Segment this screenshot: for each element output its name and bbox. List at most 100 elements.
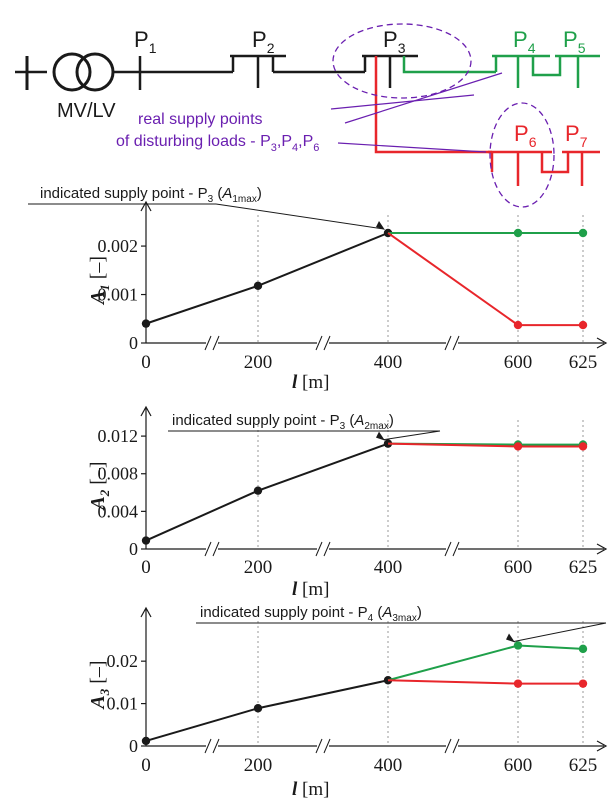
axis-break-mark bbox=[315, 738, 323, 754]
data-point bbox=[578, 320, 588, 330]
network-diagram: MV/LV P1 P2 P3 P4 P5 P6 P7 real supply p… bbox=[15, 23, 600, 208]
axis-break-mark bbox=[212, 541, 220, 557]
axis-break-gap bbox=[317, 541, 329, 557]
y-tick-label: 0 bbox=[129, 539, 138, 559]
y-tick-label: 0 bbox=[129, 333, 138, 353]
axis-break-mark bbox=[323, 738, 331, 754]
x-tick-label: 625 bbox=[569, 352, 598, 373]
x-tick-label: 625 bbox=[569, 755, 598, 776]
x-axis-arrow-icon bbox=[596, 740, 608, 752]
axis-break-mark bbox=[212, 738, 220, 754]
y-tick-label: 0.02 bbox=[107, 651, 139, 671]
y-axis-label: A2 [–] bbox=[87, 461, 112, 511]
x-tick-label: 0 bbox=[141, 755, 151, 776]
data-point bbox=[578, 679, 588, 688]
point-label-p2: P2 bbox=[252, 27, 275, 56]
annotation-text: indicated supply point - P4 (A3max) bbox=[200, 604, 422, 624]
annotation-line1: real supply points bbox=[138, 111, 263, 128]
axis-break-gap bbox=[317, 738, 329, 754]
y-axis-label: A1 [–] bbox=[87, 256, 112, 306]
annotation-leader bbox=[215, 203, 385, 230]
data-point bbox=[141, 536, 151, 545]
data-point bbox=[253, 486, 263, 495]
x-axis-label: l [m] bbox=[292, 779, 329, 800]
data-point bbox=[141, 736, 151, 746]
y-tick-label: 0.001 bbox=[98, 285, 139, 305]
axis-break-gap bbox=[206, 541, 218, 557]
x-tick-label: 0 bbox=[141, 352, 151, 373]
series-line bbox=[145, 679, 389, 742]
chart-A2: 0 0.004 0.008 0.012 0 200 400 600 625 l [m] A2 [–]… bbox=[87, 405, 608, 600]
transformer-icon bbox=[15, 52, 140, 92]
feeder-segment bbox=[402, 56, 496, 74]
x-tick-label: 400 bbox=[374, 557, 403, 578]
x-tick-label: 600 bbox=[504, 557, 533, 578]
data-point bbox=[513, 679, 523, 688]
x-tick-label: 400 bbox=[374, 352, 403, 373]
charts: 0 0.001 0.002 0 200 400 600 625 l [m] A1 [–] indic… bbox=[28, 185, 608, 800]
y-axis-label: A3 [–] bbox=[87, 660, 112, 710]
axis-break-mark bbox=[323, 541, 331, 557]
y-tick-label: 0.012 bbox=[98, 426, 139, 446]
axis-break-mark bbox=[204, 541, 212, 557]
series-line bbox=[387, 679, 583, 685]
point-label-p7: P7 bbox=[565, 121, 588, 150]
y-axis-arrow-icon bbox=[140, 405, 152, 417]
y-tick-label: 0.004 bbox=[98, 501, 139, 521]
annotation-leader bbox=[513, 622, 607, 642]
chart-A3: 0 0.01 0.02 0 200 400 600 625 l [m] A3 [–] indicat… bbox=[87, 604, 608, 800]
annotation-arrow-icon bbox=[506, 633, 515, 643]
axis-break-mark bbox=[452, 335, 460, 351]
data-point bbox=[253, 281, 263, 291]
annotation-leaders bbox=[330, 72, 503, 153]
axis-break-mark bbox=[204, 738, 212, 754]
annotation-arrow-icon bbox=[376, 220, 385, 230]
point-label-p1: P1 bbox=[134, 27, 157, 56]
chart-A1: 0 0.001 0.002 0 200 400 600 625 l [m] A1 [–] indic… bbox=[28, 185, 608, 393]
annotation-leader bbox=[383, 430, 441, 441]
x-axis-arrow-icon bbox=[596, 543, 608, 555]
axis-break-mark bbox=[204, 335, 212, 351]
y-tick-label: 0.01 bbox=[107, 694, 139, 714]
annotation-arrow-icon bbox=[376, 431, 385, 441]
annotation-text: indicated supply point - P3 (A1max) bbox=[40, 185, 262, 205]
x-axis-label: l [m] bbox=[292, 579, 329, 600]
x-tick-label: 200 bbox=[244, 557, 273, 578]
data-point bbox=[578, 442, 588, 451]
x-tick-label: 600 bbox=[504, 352, 533, 373]
data-point bbox=[578, 644, 588, 654]
data-point bbox=[578, 228, 588, 238]
data-point bbox=[513, 442, 523, 451]
y-tick-label: 0 bbox=[129, 736, 138, 756]
x-tick-label: 600 bbox=[504, 755, 533, 776]
axis-break-mark bbox=[323, 335, 331, 351]
axis-break-gap bbox=[206, 738, 218, 754]
point-label-p4: P4 bbox=[513, 27, 536, 56]
axis-break-mark bbox=[315, 335, 323, 351]
axis-break-mark bbox=[444, 541, 452, 557]
x-tick-label: 200 bbox=[244, 755, 273, 776]
axis-break-gap bbox=[317, 335, 329, 351]
axis-break-mark bbox=[452, 541, 460, 557]
data-point bbox=[513, 641, 523, 650]
y-tick-label: 0.002 bbox=[98, 236, 139, 256]
axis-break-mark bbox=[452, 738, 460, 754]
axis-break-mark bbox=[315, 541, 323, 557]
x-tick-label: 625 bbox=[569, 557, 598, 578]
annotation-line2: of disturbing loads - P3,P4,P6 bbox=[116, 133, 319, 154]
annotation-text: indicated supply point - P3 (A2max) bbox=[172, 412, 394, 432]
p6-highlight-ellipse bbox=[489, 102, 555, 208]
x-axis-label: l [m] bbox=[292, 372, 329, 393]
x-tick-label: 400 bbox=[374, 755, 403, 776]
transformer-label: MV/LV bbox=[57, 100, 116, 122]
x-tick-label: 0 bbox=[141, 557, 151, 578]
point-label-p3: P3 bbox=[383, 27, 406, 56]
point-label-p5: P5 bbox=[563, 27, 586, 56]
axis-break-gap bbox=[446, 738, 458, 754]
y-axis-arrow-icon bbox=[140, 200, 152, 212]
data-point bbox=[253, 704, 263, 713]
point-label-p6: P6 bbox=[514, 121, 537, 150]
p3-highlight-ellipse bbox=[332, 23, 472, 99]
y-axis-arrow-icon bbox=[140, 606, 152, 618]
